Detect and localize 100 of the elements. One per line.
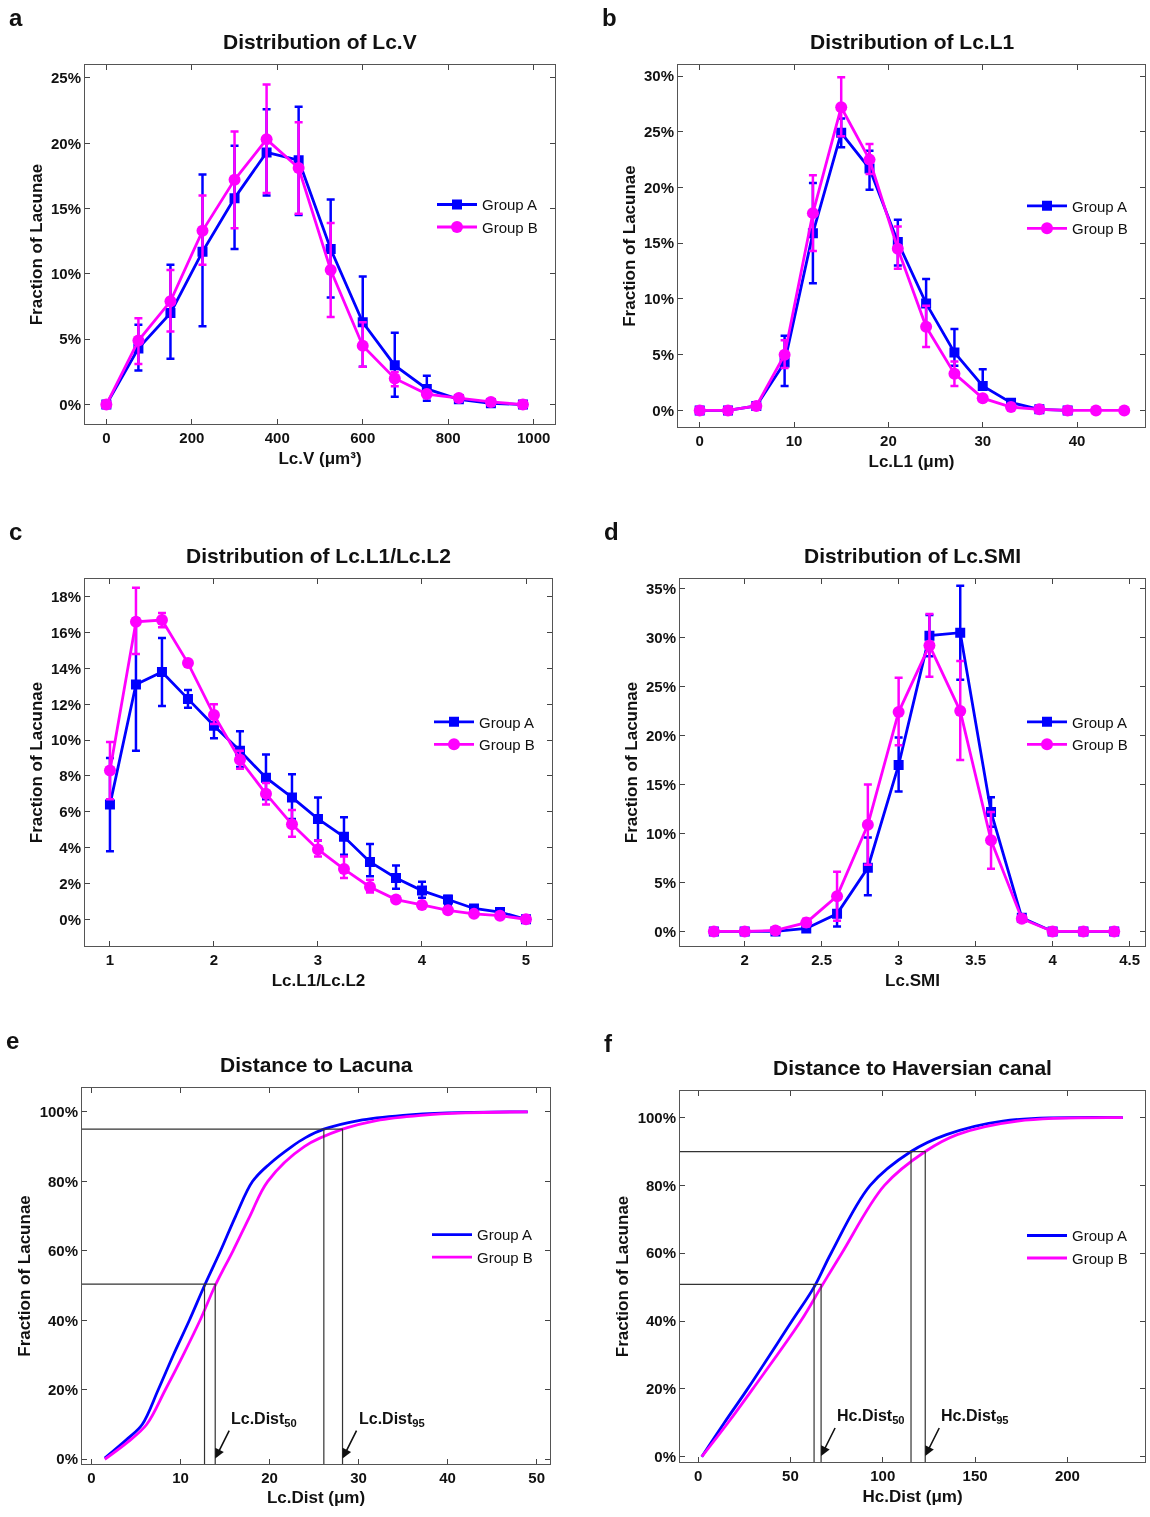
y-tick-label: 80% (47, 1172, 78, 1190)
x-tick-label: 4 (1048, 951, 1058, 969)
legend-label: Group A (482, 196, 538, 214)
x-tick-label: 200 (1054, 1467, 1080, 1485)
chart-title: Distribution of Lc.L1 (810, 30, 1015, 53)
legend-label: Group B (482, 218, 538, 236)
x-tick-label: 4 (417, 951, 427, 969)
annotation: Lc.Dist$_{50}$ (231, 1410, 297, 1430)
y-tick-label: 10% (645, 824, 676, 842)
chart-title: Distribution of Lc.V (223, 30, 417, 53)
x-tick-label: 200 (179, 429, 205, 447)
y-tick-label: 8% (59, 767, 81, 785)
y-tick-label: 0% (654, 922, 676, 940)
x-tick-label: 1000 (516, 429, 551, 447)
y-tick-label: 15% (50, 199, 81, 217)
y-tick-label: 5% (59, 330, 81, 348)
x-tick-label: 600 (350, 429, 376, 447)
y-tick-label: 4% (59, 838, 81, 856)
x-tick-label: 2 (209, 951, 219, 969)
chart-title: Distribution of Lc.SMI (804, 544, 1021, 567)
legend-label: Group A (1072, 713, 1128, 731)
y-tick-label: 25% (643, 123, 674, 140)
legend-label: Group B (1072, 220, 1128, 238)
x-tick-label: 30 (350, 1469, 367, 1487)
y-axis-title: Fraction of Lacunae (26, 681, 46, 844)
text: e (6, 1027, 20, 1054)
text: b (602, 4, 617, 31)
x-tick-label: 0 (102, 429, 111, 447)
y-tick-label: 20% (645, 726, 676, 744)
y-tick-label: 100% (39, 1103, 78, 1121)
y-tick-label: 35% (645, 579, 676, 597)
x-tick-label: 5 (521, 951, 531, 969)
x-tick-label: 3 (894, 951, 903, 969)
x-axis-title: Lc.L1/Lc.L2 (271, 970, 366, 990)
y-tick-label: 5% (652, 345, 674, 363)
x-tick-label: 50 (528, 1469, 545, 1487)
y-axis-title: Fraction of Lacunae (15, 1195, 35, 1357)
y-tick-label: 0% (652, 401, 674, 419)
legend-label: Group A (1072, 1227, 1128, 1245)
chart-title: Distance to Lacuna (220, 1053, 413, 1076)
legend-label: Group A (1072, 197, 1128, 215)
x-tick-label: 20 (880, 432, 897, 450)
text: c (9, 518, 23, 545)
y-tick-label: 60% (645, 1244, 676, 1262)
y-tick-label: 25% (645, 677, 676, 695)
legend-label: Group B (1072, 736, 1128, 754)
x-tick-label: 20 (261, 1469, 278, 1487)
y-tick-label: 20% (645, 1380, 676, 1398)
x-tick-label: 40 (439, 1469, 456, 1487)
y-tick-label: 0% (59, 395, 81, 413)
y-tick-label: 15% (643, 234, 674, 252)
x-tick-label: 2.5 (811, 951, 833, 969)
y-axis-title: Fraction of Lacunae (613, 1195, 633, 1358)
y-tick-label: 30% (643, 67, 674, 85)
x-tick-label: 10 (785, 432, 803, 450)
x-tick-label: 30 (974, 432, 992, 450)
legend-label: Group B (479, 736, 535, 754)
x-tick-label: 3.5 (965, 951, 987, 969)
y-tick-label: 20% (50, 134, 81, 152)
x-tick-label: 3 (313, 951, 323, 969)
chart-title: Distance to Haversian canal (773, 1056, 1052, 1079)
x-tick-label: 1 (105, 951, 115, 969)
y-axis-title: Fraction of Lacunae (26, 163, 46, 326)
legend-label: Group A (479, 713, 535, 731)
y-tick-label: 30% (645, 628, 676, 646)
y-tick-label: 18% (50, 588, 81, 606)
y-tick-label: 0% (654, 1447, 676, 1465)
x-axis-title: Hc.Dist (μm) (862, 1486, 963, 1506)
y-axis-title: Fraction of Lacunae (619, 165, 639, 327)
x-tick-label: 0 (693, 1467, 703, 1485)
y-tick-label: 100% (637, 1108, 676, 1126)
x-tick-label: 10 (172, 1469, 189, 1487)
legend-label: Group B (1072, 1249, 1128, 1267)
x-axis-title: Lc.V (μm³) (278, 448, 362, 468)
y-tick-label: 14% (50, 659, 81, 677)
y-tick-label: 5% (654, 873, 676, 891)
y-tick-label: 20% (47, 1381, 78, 1398)
y-tick-label: 25% (50, 69, 81, 87)
y-tick-label: 15% (645, 775, 676, 793)
y-tick-label: 20% (643, 178, 674, 196)
text: d (604, 518, 619, 545)
annotation: Lc.Dist$_{95}$ (359, 1410, 425, 1430)
y-tick-label: 6% (59, 803, 81, 820)
text: a (9, 4, 23, 31)
x-axis-title: Lc.Dist (μm) (266, 1488, 366, 1508)
x-tick-label: 4.5 (1119, 951, 1141, 969)
x-tick-label: 0 (87, 1469, 96, 1487)
y-tick-label: 0% (59, 910, 81, 928)
y-tick-label: 2% (59, 874, 81, 892)
annotation: Hc.Dist$_{50}$ (837, 1407, 905, 1427)
y-tick-label: 12% (50, 695, 81, 713)
x-tick-label: 40 (1068, 432, 1086, 450)
y-tick-label: 16% (50, 623, 81, 641)
x-tick-label: 100 (870, 1467, 896, 1485)
y-tick-label: 10% (50, 731, 81, 749)
legend-label: Group A (477, 1226, 533, 1244)
x-axis-title: Lc.SMI (885, 970, 940, 990)
annotation: Hc.Dist$_{95}$ (941, 1407, 1009, 1427)
x-tick-label: 0 (695, 432, 704, 450)
y-tick-label: 60% (47, 1242, 78, 1260)
